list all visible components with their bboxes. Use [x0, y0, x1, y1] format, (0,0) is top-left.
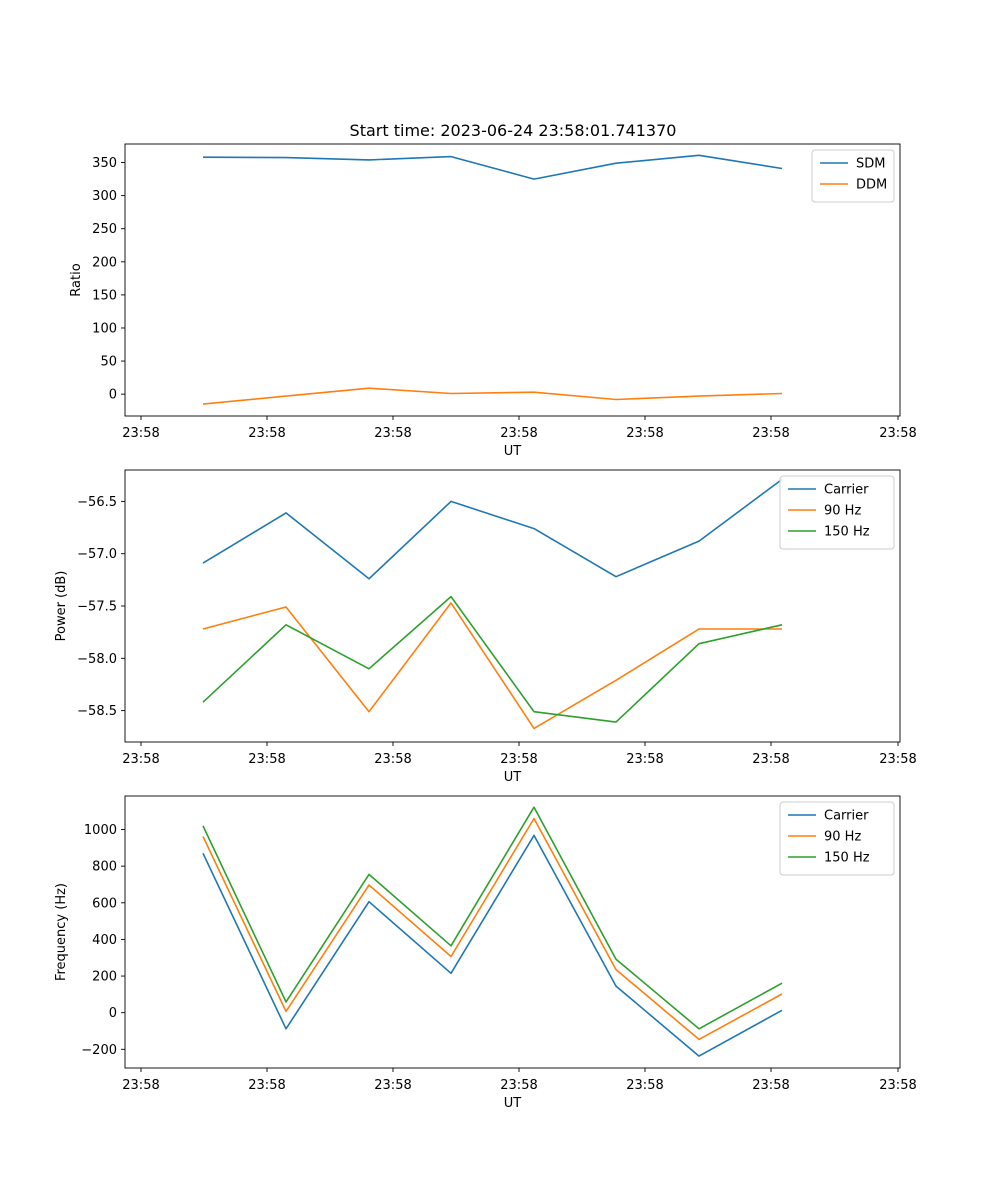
y-tick-label: 400: [92, 933, 117, 948]
y-tick-label: 0: [109, 1006, 117, 1021]
legend-label: 150 Hz: [824, 525, 870, 540]
x-tick-label: 23:58: [122, 426, 159, 441]
x-tick-label: 23:58: [626, 1078, 663, 1093]
x-tick-label: 23:58: [500, 752, 537, 767]
y-tick-label: 100: [92, 321, 117, 336]
x-tick-label: 23:58: [879, 426, 916, 441]
x-tick-label: 23:58: [248, 1078, 285, 1093]
y-tick-label: 0: [109, 388, 117, 403]
y-tick-label: −57.5: [77, 600, 117, 615]
x-tick-label: 23:58: [752, 1078, 789, 1093]
x-tick-label: 23:58: [122, 752, 159, 767]
y-tick-label: 600: [92, 896, 117, 911]
y-tick-label: 200: [92, 255, 117, 270]
legend: Carrier 90 Hz 150 Hz: [779, 801, 895, 876]
y-axis-label: Ratio: [69, 263, 84, 296]
y-axis-label: Frequency (Hz): [54, 883, 69, 981]
legend: Carrier 90 Hz 150 Hz: [779, 475, 895, 550]
series-line-150-hz: [202, 595, 783, 723]
y-tick-label: 200: [92, 970, 117, 985]
chart-panel-1: 23:58 23:58 23:58 23:58 23:58 23:58 23:58 UT 0 50…: [69, 143, 917, 459]
legend-label: SDM: [856, 157, 885, 172]
x-tick-label: 23:58: [248, 752, 285, 767]
legend: SDM DDM: [811, 149, 895, 203]
x-tick-label: 23:58: [500, 1078, 537, 1093]
y-tick-label: −57.0: [77, 547, 117, 562]
y-tick-label: −56.5: [77, 495, 117, 510]
x-tick-label: 23:58: [879, 1078, 916, 1093]
panels: 23:58 23:58 23:58 23:58 23:58 23:58 23:58 UT 0 50…: [54, 143, 917, 1111]
x-axis-label: UT: [504, 770, 522, 785]
chart-panel-3: 23:58 23:58 23:58 23:58 23:58 23:58 23:58 UT −20…: [54, 795, 917, 1111]
series-line-90-hz: [202, 817, 783, 1041]
y-axis-label: Power (dB): [54, 571, 69, 642]
y-tick-label: 250: [92, 222, 117, 237]
series-line-ddm: [202, 387, 783, 405]
y-tick-label: −200: [81, 1043, 117, 1058]
x-tick-label: 23:58: [374, 1078, 411, 1093]
legend-label: Carrier: [824, 809, 869, 824]
y-tick-label: −58.0: [77, 652, 117, 667]
legend-label: 90 Hz: [824, 830, 861, 845]
x-tick-label: 23:58: [879, 752, 916, 767]
y-tick-label: 350: [92, 156, 117, 171]
y-tick-label: 800: [92, 860, 117, 875]
x-axis-label: UT: [504, 444, 522, 459]
x-tick-label: 23:58: [122, 1078, 159, 1093]
x-axis-label: UT: [504, 1096, 522, 1111]
series-line-carrier: [202, 834, 783, 1057]
x-tick-label: 23:58: [752, 426, 789, 441]
legend-label: DDM: [856, 178, 887, 193]
y-tick-label: 150: [92, 288, 117, 303]
series-line-90-hz: [202, 602, 782, 730]
y-tick-label: 50: [100, 355, 117, 370]
x-tick-label: 23:58: [626, 426, 663, 441]
y-tick-label: 1000: [84, 823, 117, 838]
y-tick-label: −58.5: [77, 704, 117, 719]
series-line-sdm: [202, 154, 783, 180]
axes-frame: [124, 795, 901, 1069]
axes-frame: [124, 143, 901, 417]
legend-label: 150 Hz: [824, 851, 870, 866]
figure-title: Start time: 2023-06-24 23:58:01.741370: [350, 121, 677, 140]
series-line-carrier: [202, 478, 783, 580]
legend-label: 90 Hz: [824, 504, 861, 519]
x-tick-label: 23:58: [248, 426, 285, 441]
y-tick-label: 300: [92, 189, 117, 204]
x-tick-label: 23:58: [626, 752, 663, 767]
x-tick-label: 23:58: [374, 426, 411, 441]
x-tick-label: 23:58: [374, 752, 411, 767]
x-tick-label: 23:58: [752, 752, 789, 767]
x-tick-label: 23:58: [500, 426, 537, 441]
legend-label: Carrier: [824, 483, 869, 498]
chart-panel-2: 23:58 23:58 23:58 23:58 23:58 23:58 23:58 UT −56…: [54, 469, 917, 785]
series-line-150-hz: [202, 806, 783, 1030]
